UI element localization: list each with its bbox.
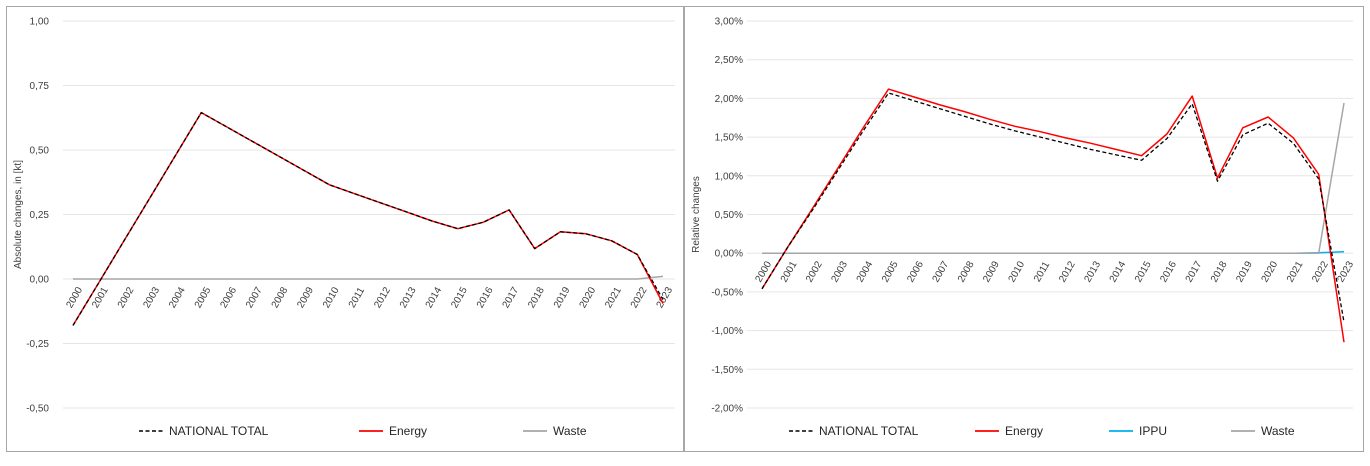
y-tick-label: 0,50% xyxy=(715,210,743,221)
x-tick-label: 2013 xyxy=(398,285,419,310)
x-tick-label: 2001 xyxy=(779,259,800,284)
legend-label-energy: Energy xyxy=(389,424,427,438)
x-tick-label: 2008 xyxy=(270,285,291,310)
x-tick-label: 2014 xyxy=(1108,259,1129,284)
legend-label-waste: Waste xyxy=(553,424,587,438)
chart-panel-relative: 3,00% 2,50% 2,00% 1,50% 1,00% 0,50% 0,00% -0,50… xyxy=(684,6,1364,452)
legend-label-national-total: NATIONAL TOTAL xyxy=(819,424,919,438)
x-tick-label: 2003 xyxy=(829,259,850,284)
series-line-national-total xyxy=(72,111,664,326)
x-tick-label: 2022 xyxy=(1310,259,1331,284)
y-tick-label: 3,00% xyxy=(715,17,743,28)
x-tick-label: 2019 xyxy=(552,285,573,310)
y-tick-label: -0,50 xyxy=(26,404,49,415)
legend-label-waste: Waste xyxy=(1261,424,1295,438)
x-tick-label: 2005 xyxy=(193,285,214,310)
x-tick-label: 2018 xyxy=(1209,259,1230,284)
x-tick-label: 2016 xyxy=(1158,259,1179,284)
x-tick-label: 2000 xyxy=(65,285,86,310)
y-tick-label: 2,50% xyxy=(715,55,743,66)
y-tick-label: 0,25 xyxy=(30,210,50,221)
series-line-energy xyxy=(761,88,1345,343)
y-tick-label: 0,75 xyxy=(30,81,50,92)
y-tick-label: 1,50% xyxy=(715,133,743,144)
x-tick-label: 2023 xyxy=(1336,259,1357,284)
x-tick-label: 2007 xyxy=(244,285,265,310)
x-tick-label: 2012 xyxy=(372,285,393,310)
x-tick-label: 2004 xyxy=(855,259,876,284)
y-tick-label: -0,50% xyxy=(711,287,743,298)
x-tick-label: 2009 xyxy=(295,285,316,310)
chart-panel-absolute: 1,00 0,75 0,50 0,25 0,00 -0,25 -0,50 Absolute c… xyxy=(6,6,684,452)
x-tick-label: 2012 xyxy=(1057,259,1078,284)
y-axis-title: Relative changes xyxy=(691,176,702,253)
x-tick-label: 2020 xyxy=(578,285,599,310)
x-tick-label: 2002 xyxy=(804,259,825,284)
y-tick-label: 1,00% xyxy=(715,171,743,182)
x-tick-label: 2022 xyxy=(629,285,650,310)
x-tick-label: 2010 xyxy=(321,285,342,310)
x-tick-label: 2014 xyxy=(424,285,445,310)
x-tick-label: 2010 xyxy=(1007,259,1028,284)
x-tick-label: 2008 xyxy=(956,259,977,284)
x-tick-label: 2007 xyxy=(931,259,952,284)
x-tick-label: 2016 xyxy=(475,285,496,310)
x-tick-label: 2020 xyxy=(1260,259,1281,284)
y-tick-label: 0,50 xyxy=(30,146,50,157)
x-tick-label: 2011 xyxy=(1032,260,1052,285)
x-tick-label: 2015 xyxy=(449,285,470,310)
series-line-national-total xyxy=(761,92,1345,323)
x-tick-label: 2021 xyxy=(1285,259,1306,284)
relative-changes-chart: 3,00% 2,50% 2,00% 1,50% 1,00% 0,50% 0,00% -0,50… xyxy=(691,17,1357,439)
x-tick-label: 2013 xyxy=(1082,259,1103,284)
x-tick-label: 2019 xyxy=(1234,259,1255,284)
x-tick-label: 2018 xyxy=(526,285,547,310)
x-tick-label: 2004 xyxy=(167,285,188,310)
y-tick-label: -2,00% xyxy=(711,404,743,415)
y-axis-title: Absolute changes, in [kt] xyxy=(13,160,24,269)
legend-label-ippu: IPPU xyxy=(1139,424,1167,438)
x-tick-label: 2009 xyxy=(981,259,1002,284)
x-tick-label: 2006 xyxy=(905,259,926,284)
x-tick-label: 2001 xyxy=(90,285,111,310)
series-line-energy xyxy=(72,111,664,326)
y-tick-label: -0,25 xyxy=(26,339,49,350)
x-tick-label: 2015 xyxy=(1133,259,1154,284)
legend-label-national-total: NATIONAL TOTAL xyxy=(169,424,269,438)
y-tick-label: 0,00% xyxy=(715,249,743,260)
series-line-waste xyxy=(762,102,1345,254)
y-tick-label: -1,00% xyxy=(711,326,743,337)
absolute-changes-chart: 1,00 0,75 0,50 0,25 0,00 -0,25 -0,50 Absolute c… xyxy=(13,17,676,439)
x-tick-label: 2005 xyxy=(880,259,901,284)
x-tick-label: 2002 xyxy=(116,285,137,310)
y-tick-label: -1,50% xyxy=(711,365,743,376)
x-tick-label: 2023 xyxy=(655,285,676,310)
x-tick-label: 2021 xyxy=(603,285,624,310)
y-tick-label: 2,00% xyxy=(715,94,743,105)
y-tick-label: 0,00 xyxy=(30,275,50,286)
y-tick-label: 1,00 xyxy=(30,17,50,28)
x-tick-label: 2003 xyxy=(141,285,162,310)
x-tick-label: 2011 xyxy=(347,285,367,310)
legend-label-energy: Energy xyxy=(1005,424,1043,438)
series-line-waste xyxy=(73,275,664,280)
x-tick-label: 2017 xyxy=(501,285,522,310)
x-tick-label: 2000 xyxy=(754,259,775,284)
x-tick-label: 2017 xyxy=(1184,259,1205,284)
x-tick-label: 2006 xyxy=(218,285,239,310)
